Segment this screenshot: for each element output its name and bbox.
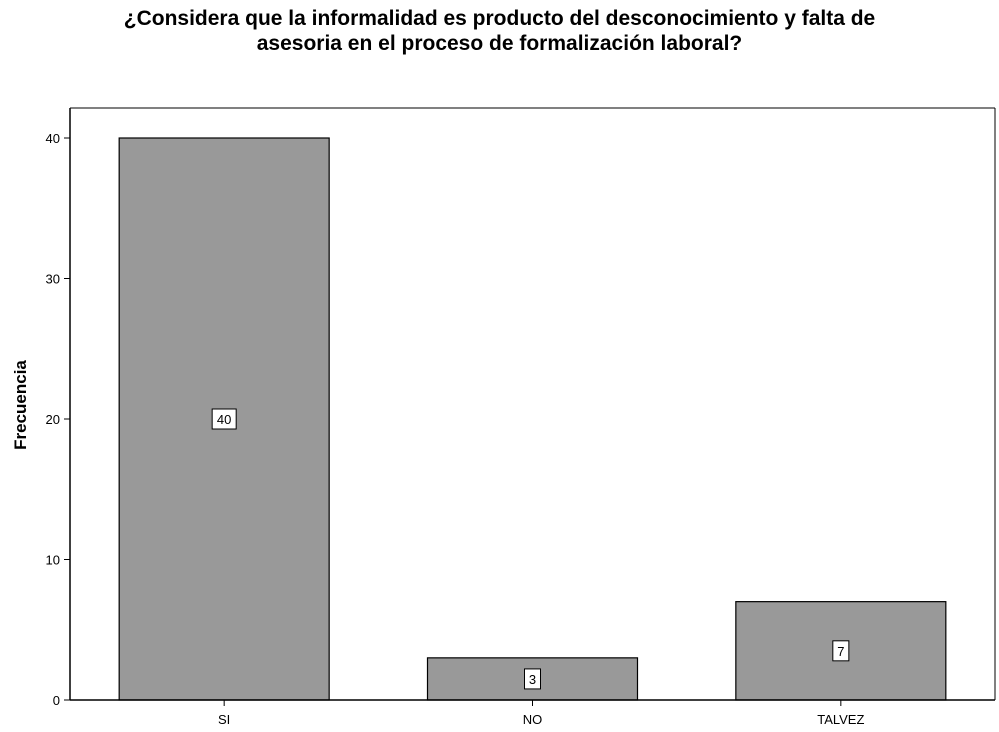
x-tick-label: NO bbox=[523, 712, 543, 727]
chart-title: ¿Considera que la informalidad es produc… bbox=[0, 6, 999, 56]
y-axis-title: Frecuencia bbox=[11, 360, 30, 450]
x-tick-label: TALVEZ bbox=[817, 712, 864, 727]
y-tick-label: 20 bbox=[46, 412, 60, 427]
y-tick-label: 40 bbox=[46, 131, 60, 146]
y-tick-label: 30 bbox=[46, 272, 60, 287]
data-label-text: 40 bbox=[217, 412, 231, 427]
data-label-box bbox=[524, 668, 541, 690]
chart-title-line-2: asesoria en el proceso de formalización … bbox=[256, 32, 743, 55]
data-label-text: 7 bbox=[837, 644, 844, 659]
y-tick-label: 10 bbox=[46, 553, 60, 568]
data-label-no: 3 bbox=[524, 668, 541, 690]
x-tick-label: SI bbox=[218, 712, 230, 727]
y-axis: 0 10 20 30 40 bbox=[46, 107, 996, 708]
data-label-text: 3 bbox=[529, 672, 536, 687]
data-label-box bbox=[211, 408, 237, 430]
bars: 40 3 7 bbox=[118, 137, 947, 701]
data-label-box bbox=[832, 640, 850, 662]
data-label-talvez: 7 bbox=[832, 640, 850, 662]
data-label-si: 40 bbox=[211, 408, 237, 430]
chart-title-line-1: ¿Considera que la informalidad es produc… bbox=[123, 7, 876, 30]
y-tick-label: 0 bbox=[53, 693, 60, 708]
x-axis: SI NO TALVEZ bbox=[70, 699, 995, 727]
